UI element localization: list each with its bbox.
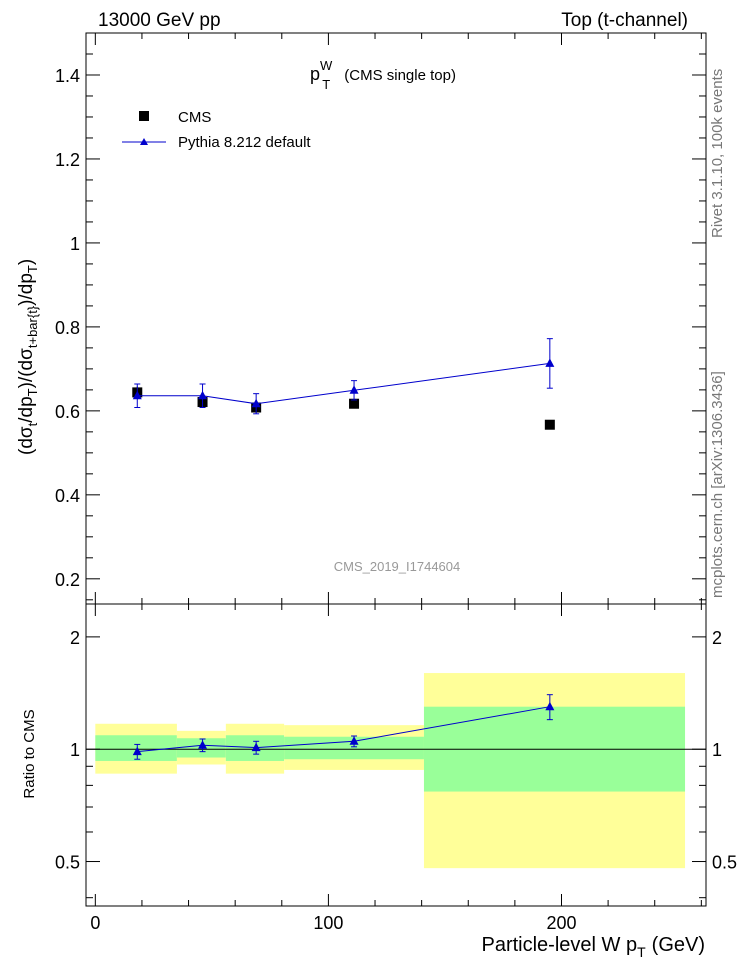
analysis-watermark: CMS_2019_I1744604 xyxy=(334,559,461,574)
ratio-y-tick-label-right: 2 xyxy=(712,628,722,648)
mc-point xyxy=(251,398,261,408)
ratio-frame xyxy=(85,603,707,907)
header-left: 13000 GeV pp xyxy=(98,10,221,31)
main-y-tick-label: 0.8 xyxy=(55,318,80,338)
main-y-tick-label: 1 xyxy=(70,234,80,254)
ratio-mc-point xyxy=(198,740,208,749)
x-tick-label: 100 xyxy=(313,913,343,933)
x-tick-label: 0 xyxy=(90,913,100,933)
mc-point xyxy=(198,390,208,400)
ratio-mc-point xyxy=(251,742,261,752)
mcplots-label: mcplots.cern.ch [arXiv:1306.3436] xyxy=(709,371,726,598)
mc-point xyxy=(545,358,555,367)
legend-marker-cms xyxy=(139,111,149,121)
ratio-mc-point xyxy=(545,701,555,711)
main-y-tick-label: 0.2 xyxy=(55,570,80,590)
ratio-y-tick-label-right: 1 xyxy=(712,740,722,760)
rivet-label: Rivet 3.1.10, 100k events xyxy=(709,69,726,238)
legend-label-cms: CMS xyxy=(178,109,211,126)
legend-label-mc: Pythia 8.212 default xyxy=(178,134,311,151)
main-y-tick-label: 0.4 xyxy=(55,486,80,506)
ratio-y-tick-label-right: 0.5 xyxy=(712,853,737,873)
main-y-tick-label: 0.6 xyxy=(55,402,80,422)
legend: CMS Pythia 8.212 default xyxy=(122,109,311,151)
ratio-y-tick-label: 2 xyxy=(70,628,80,648)
ratio-y-tick-label: 1 xyxy=(70,740,80,760)
main-ylabel: (dσt/dpT)/(dσt+bar{t})/dpT) xyxy=(16,259,40,455)
ratio-band-stat-0 xyxy=(95,735,177,761)
main-y-tick-label: 1.2 xyxy=(55,150,80,170)
x-tick-label: 200 xyxy=(546,913,576,933)
ratio-band-stat-3 xyxy=(284,736,424,760)
plot-title: pW T(CMS single top) xyxy=(310,58,456,92)
cms-point xyxy=(544,419,555,430)
ratio-mc-point xyxy=(132,746,142,756)
ratio-mc-point xyxy=(349,736,359,745)
main-y-tick-label: 1.4 xyxy=(55,66,80,86)
mc-point xyxy=(349,385,359,394)
ratio-ylabel: Ratio to CMS xyxy=(21,709,38,798)
mc-point xyxy=(132,390,142,400)
header-right: Top (t-channel) xyxy=(561,10,688,31)
legend-marker-mc xyxy=(140,138,148,145)
x-axis-label: Particle-level W pT (GeV) xyxy=(481,934,705,960)
cms-point xyxy=(349,398,360,409)
ratio-y-tick-label: 0.5 xyxy=(55,853,80,873)
